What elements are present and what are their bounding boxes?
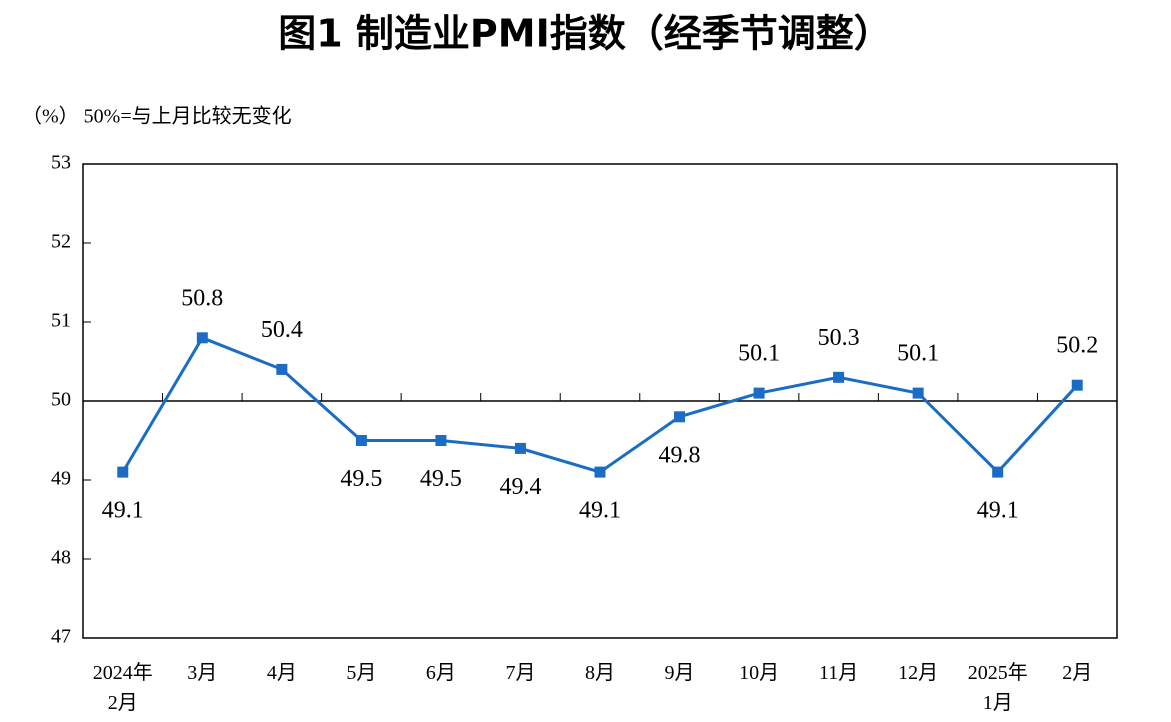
marker — [594, 466, 606, 478]
marker — [355, 435, 367, 446]
marker — [753, 387, 765, 399]
data-label: 50.1 — [897, 341, 939, 367]
x-tick-label: 4月 — [266, 662, 297, 684]
data-label: 49.5 — [420, 466, 462, 492]
x-tick-label: 6月 — [425, 662, 456, 684]
y-tick-label: 48 — [51, 547, 71, 569]
x-tick-label: 8月 — [585, 662, 615, 684]
marker — [992, 466, 1004, 478]
x-tick-label: 5月 — [346, 662, 377, 684]
data-label: 50.2 — [1056, 333, 1098, 359]
marker — [1071, 379, 1083, 391]
marker — [435, 435, 447, 446]
marker — [912, 387, 924, 399]
x-tick-label: 11月 — [818, 662, 859, 684]
data-label: 49.5 — [340, 466, 382, 492]
x-tick-label: 12月 — [898, 662, 939, 684]
data-label: 50.8 — [181, 285, 223, 311]
data-label: 50.1 — [738, 341, 780, 367]
marker — [833, 371, 845, 383]
data-label: 49.1 — [977, 498, 1019, 524]
y-tick-label: 50 — [51, 389, 71, 411]
data-label: 49.4 — [499, 474, 541, 500]
y-tick-label: 49 — [51, 468, 71, 490]
marker — [117, 466, 129, 478]
x-tick-label: 3月 — [187, 662, 218, 684]
chart-title: 图1 制造业PMI指数（经季节调整） — [278, 12, 891, 56]
marker — [674, 411, 686, 423]
x-tick-label: 2025年 1月 — [967, 662, 1028, 714]
marker — [196, 332, 208, 344]
x-tick-label: 2月 — [1062, 662, 1093, 684]
y-tick-label: 47 — [51, 626, 71, 648]
x-tick-label: 9月 — [664, 662, 695, 684]
y-tick-label: 51 — [51, 310, 71, 332]
data-label: 49.1 — [579, 498, 621, 524]
y-tick-label: 52 — [51, 231, 71, 253]
data-label: 50.3 — [818, 325, 860, 351]
marker — [276, 363, 288, 375]
y-tick-label: 53 — [51, 152, 71, 174]
x-tick-label: 10月 — [739, 662, 780, 684]
data-label: 50.4 — [261, 317, 303, 343]
data-label: 49.1 — [102, 498, 144, 524]
axis-note: （%） 50%=与上月比较无变化 — [22, 105, 292, 128]
x-tick-label: 7月 — [505, 662, 536, 684]
marker — [514, 442, 526, 454]
data-label: 49.8 — [659, 442, 701, 468]
x-tick-label: 2024年 2月 — [92, 662, 153, 714]
